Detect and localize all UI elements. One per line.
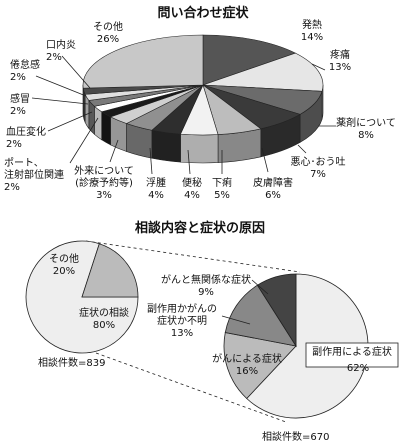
pie1-label-12: 2% [10, 72, 26, 83]
pie1-leader-9 [69, 117, 99, 164]
pie1-label-11: 2% [10, 106, 26, 117]
pie3-label-0-box [305, 342, 399, 368]
pie3-label-1: がんによる症状 [212, 352, 282, 365]
pie1-label-4: 6% [265, 190, 281, 201]
pie2-label-0: 80% [93, 320, 115, 331]
pie1-label-8: 外来について [74, 165, 134, 177]
pie3-label-0: 副作用による症状 [312, 345, 392, 358]
pie1-label-3: 悪心･おう吐 [291, 156, 346, 168]
pie3-slice-2 [224, 284, 297, 347]
pie1-label-14: 26% [97, 34, 119, 45]
pie1-label-4: 皮膚障害 [253, 176, 293, 189]
pie1-label-13: 2% [46, 52, 62, 63]
pie1-slice-1 [202, 52, 324, 92]
pie3-label-1: 16% [236, 366, 258, 377]
pie1-label-7: 浮腫 [146, 177, 166, 189]
pie1-label-3: 7% [310, 169, 326, 180]
pie1-leader-11 [31, 97, 89, 105]
pie1-label-0: 発熱 [302, 18, 322, 31]
pie1-label-5: 下痢 [212, 176, 232, 189]
pie2-slice-0 [25, 240, 139, 354]
pie1-slice-0 [202, 34, 297, 86]
pie1-leader-8 [109, 139, 119, 163]
pie1-label-7: 4% [148, 190, 164, 201]
pie1-label-6: 4% [184, 190, 200, 201]
pie3-label-2: 症状か不明 [157, 314, 207, 327]
pie3-label-0-value: 62% [347, 363, 369, 374]
pie1-leader-4 [261, 147, 269, 173]
pie3-note: 相談件数=670 [262, 430, 329, 443]
pie1-leader-1 [311, 63, 326, 71]
pie3-label-2: 13% [171, 328, 193, 339]
pie1-side-5 [180, 133, 219, 164]
pie-connectors [85, 240, 301, 423]
pie1-label-1: 疼痛 [330, 48, 350, 61]
pie1-label-5: 5% [214, 190, 230, 201]
pie3-leader-2 [221, 315, 251, 325]
pie3-label-2: 副作用かがんの [147, 302, 217, 315]
pie1-label-13: 口内炎 [46, 38, 76, 51]
pie1-leader-7 [149, 147, 153, 175]
pie2-slice-1 [81, 243, 139, 298]
pie1-labels: 発熱14%疼痛13%薬剤について8%悪心･おう吐7%皮膚障害6%下痢5%便秘4%… [4, 18, 396, 201]
pie1-leader-10 [47, 111, 93, 132]
connector-bottom [95, 352, 287, 423]
pie1-label-14: その他 [93, 20, 123, 33]
pie1-label-10: 2% [6, 139, 22, 150]
pie1-label-2: 薬剤について [336, 116, 396, 129]
pie1-label-0: 14% [301, 32, 323, 43]
pie1-side-6 [151, 129, 181, 163]
pie1-label-8: 3% [96, 190, 112, 201]
pie1-label-8: (診療予約等) [75, 176, 133, 189]
pie2-note: 相談件数=839 [38, 356, 105, 369]
pie1-title: 問い合わせ症状 [157, 5, 249, 21]
pie2-label-1: 20% [53, 266, 75, 277]
pie1-slice-14 [82, 34, 204, 89]
pie1-label-9: 2% [4, 182, 20, 193]
pie1-leader-6 [187, 149, 191, 175]
pie1-label-1: 13% [329, 62, 351, 73]
pie3-label-3: 9% [198, 287, 214, 298]
pie1-label-12: 倦怠感 [10, 58, 40, 71]
pie1-label-2: 8% [358, 130, 374, 141]
pie1-side-9 [101, 111, 111, 146]
pie2-title: 相談内容と症状の原因 [135, 220, 265, 236]
pie3-slice-1 [223, 332, 297, 400]
pie1-leader-12 [35, 75, 87, 97]
pie1-label-6: 便秘 [182, 176, 202, 189]
pie2-label-1: その他 [49, 252, 79, 265]
pie3-leader-3 [251, 279, 269, 295]
pie1 [82, 34, 324, 164]
pie3-label-3: がんと無関係な症状 [161, 273, 251, 286]
pie1-label-10: 血圧変化 [6, 125, 46, 138]
pie2-label-0: 症状の相談 [79, 306, 129, 319]
pie1-label-11: 感冒 [10, 92, 30, 105]
pie1-leader-13 [61, 55, 91, 89]
pie1-leader-3 [297, 144, 307, 154]
pie2 [25, 240, 139, 354]
pie1-label-9: 注射部位関連 [4, 168, 64, 181]
connector-top [85, 240, 301, 273]
pie1-label-9: ポート、 [4, 157, 44, 169]
